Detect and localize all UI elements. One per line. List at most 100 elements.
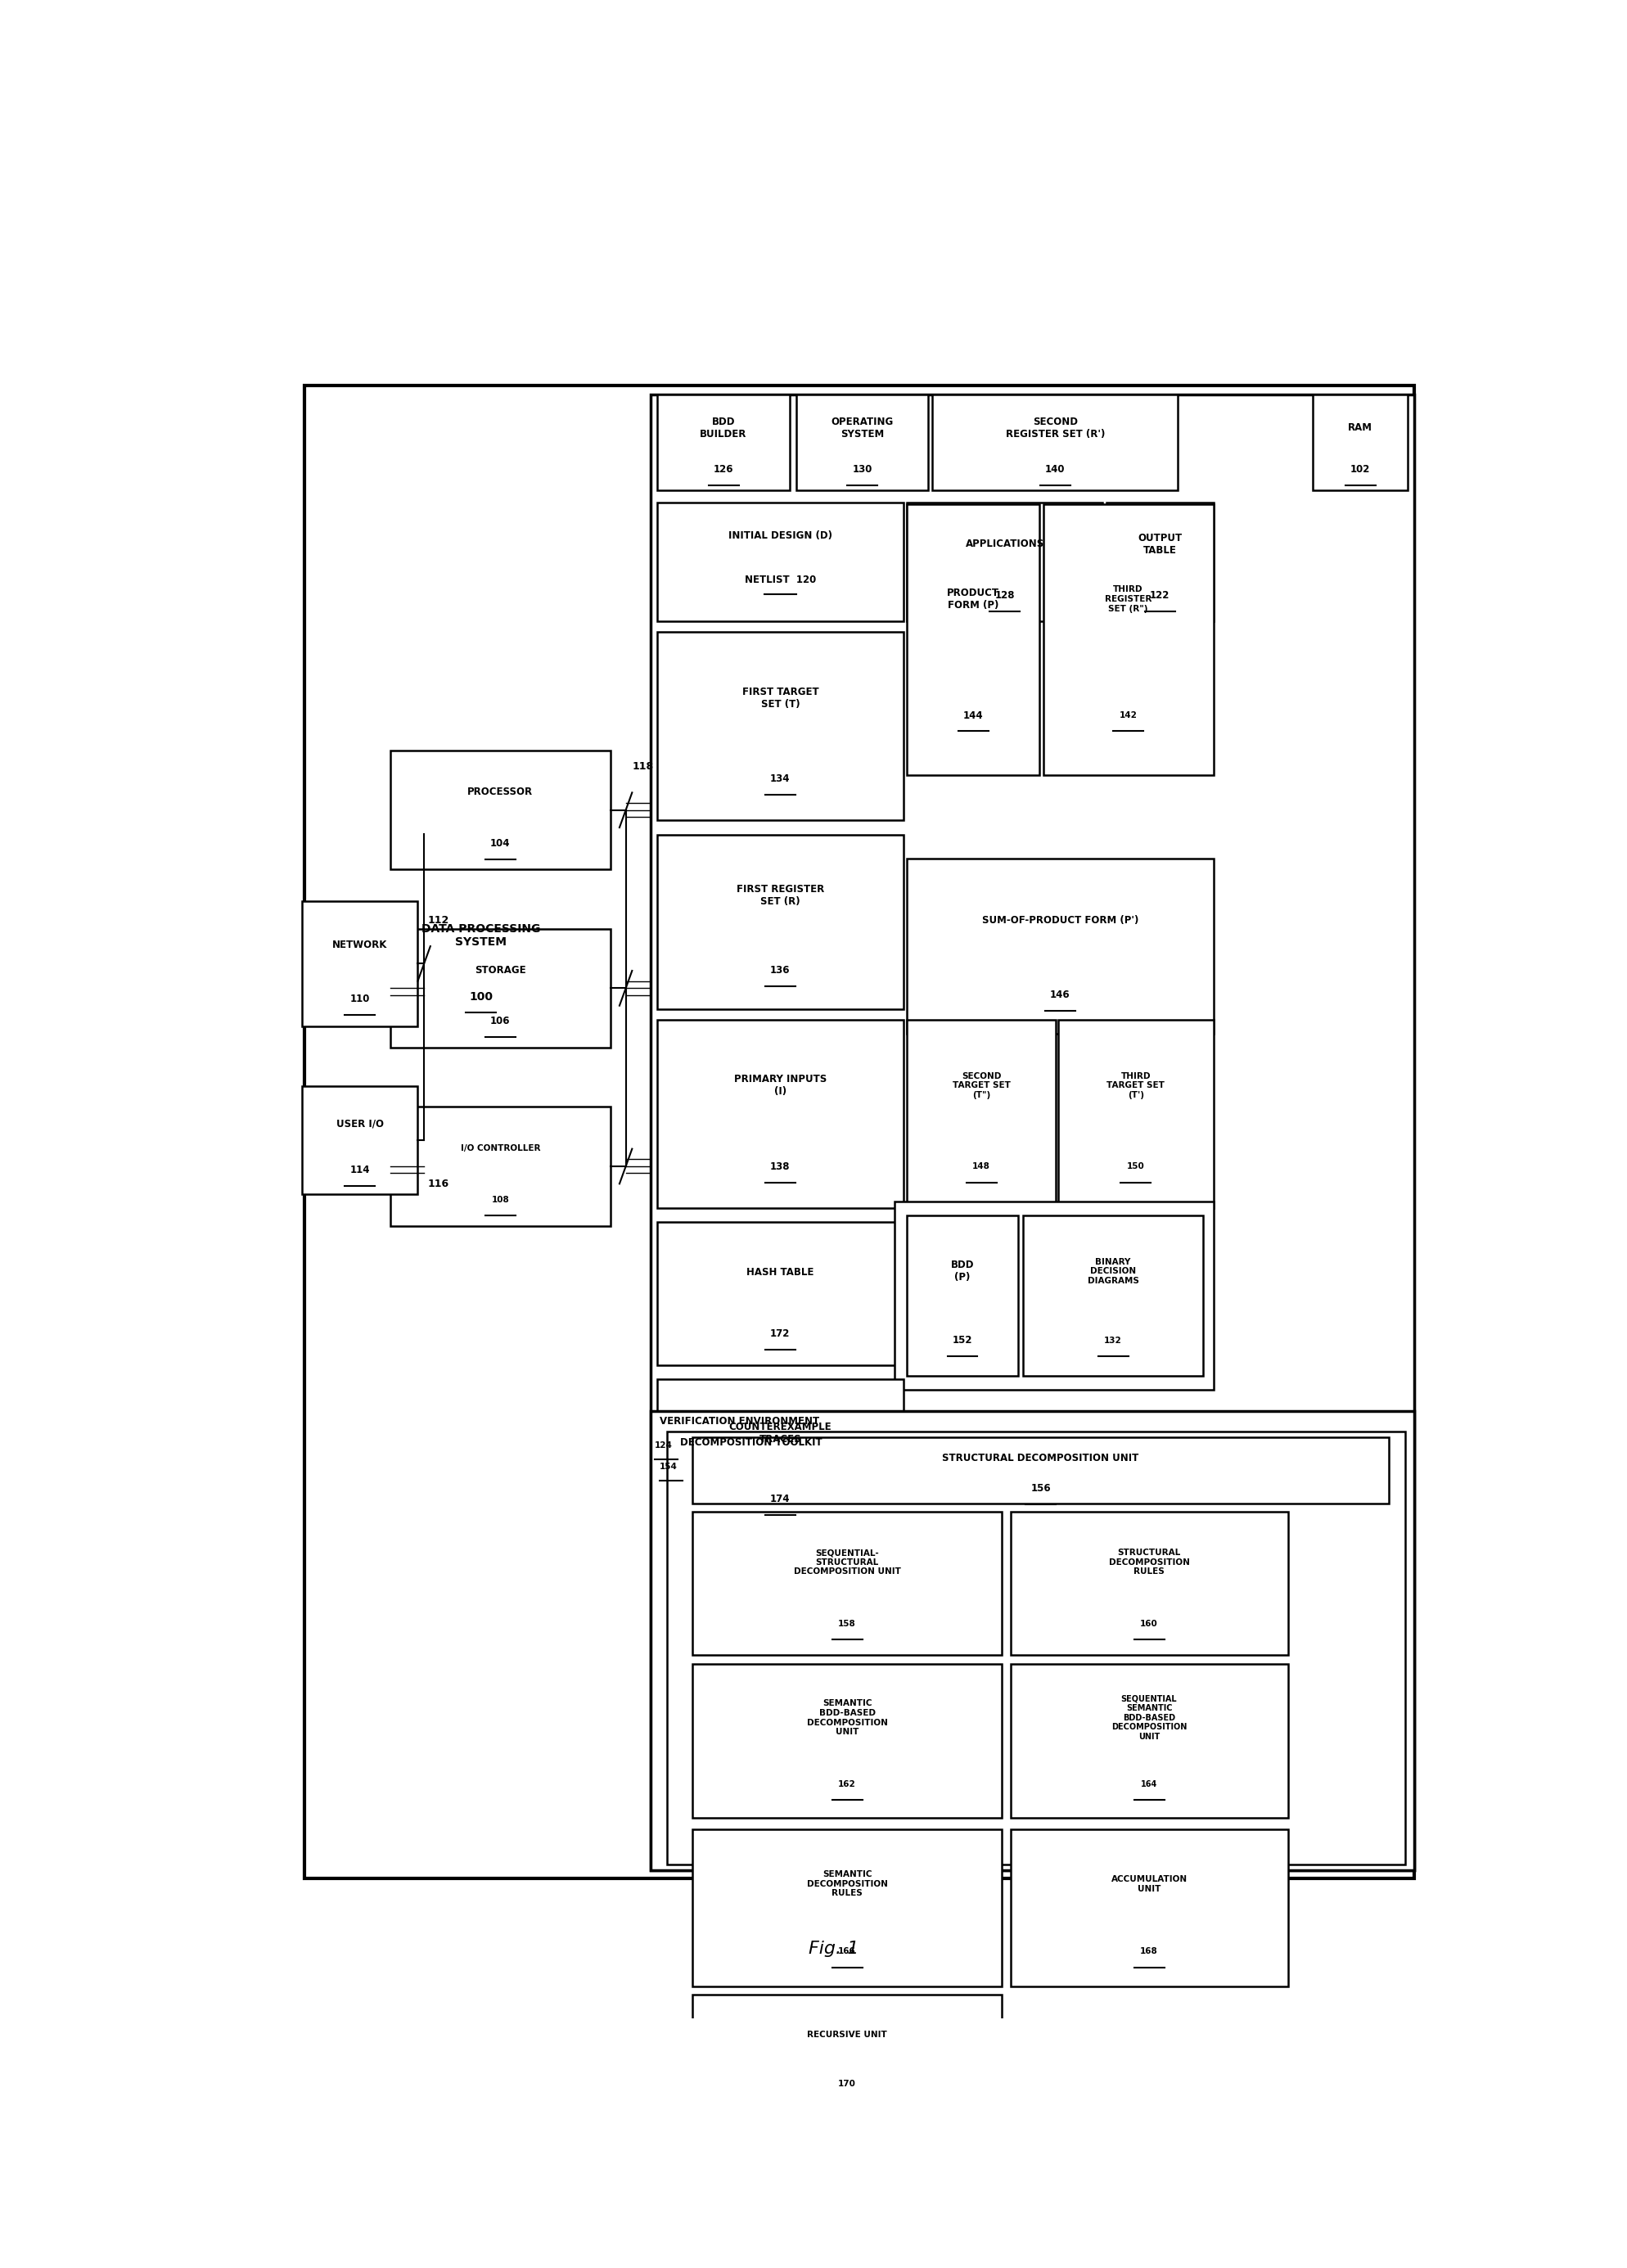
Bar [657, 395, 789, 490]
Text: PROCESSOR: PROCESSOR [467, 787, 534, 798]
Text: 134: 134 [770, 773, 791, 785]
Text: Fig. 1: Fig. 1 [809, 1941, 859, 1957]
Text: 128: 128 [994, 590, 1015, 601]
Text: INITIAL DESIGN (D): INITIAL DESIGN (D) [729, 531, 833, 542]
Text: 124: 124 [654, 1442, 672, 1449]
Text: STRUCTURAL
DECOMPOSITION
RULES: STRUCTURAL DECOMPOSITION RULES [1108, 1549, 1189, 1576]
Bar [906, 503, 1103, 621]
Bar [1010, 1665, 1289, 1817]
Bar [1010, 1513, 1289, 1656]
Bar [390, 930, 610, 1048]
Text: 168: 168 [1141, 1948, 1158, 1955]
Bar [651, 395, 1414, 1871]
Bar [1106, 503, 1214, 621]
Bar [657, 1021, 903, 1209]
Text: 118: 118 [633, 762, 654, 771]
Text: 122: 122 [1150, 590, 1170, 601]
Text: 158: 158 [838, 1619, 856, 1628]
Text: PRODUCT
FORM (P): PRODUCT FORM (P) [947, 587, 999, 610]
Text: SUM-OF-PRODUCT FORM (P'): SUM-OF-PRODUCT FORM (P') [981, 914, 1139, 925]
Bar [906, 860, 1214, 1034]
Bar [906, 1021, 1056, 1209]
Text: 152: 152 [952, 1336, 973, 1345]
Text: NETWORK: NETWORK [332, 939, 387, 950]
Bar [693, 1828, 1002, 1987]
Text: PRIMARY INPUTS
(I): PRIMARY INPUTS (I) [734, 1075, 827, 1098]
Text: 160: 160 [1141, 1619, 1158, 1628]
Bar [657, 633, 903, 821]
Text: RECURSIVE UNIT: RECURSIVE UNIT [807, 2030, 887, 2039]
Text: 136: 136 [770, 966, 791, 975]
Text: FIRST TARGET
SET (T): FIRST TARGET SET (T) [742, 687, 818, 710]
Text: I/O CONTROLLER: I/O CONTROLLER [460, 1145, 540, 1152]
Text: SEMANTIC
DECOMPOSITION
RULES: SEMANTIC DECOMPOSITION RULES [807, 1871, 888, 1898]
Bar [906, 1216, 1019, 1377]
Text: BDD
BUILDER: BDD BUILDER [700, 417, 747, 440]
Text: THIRD
TARGET SET
(T'): THIRD TARGET SET (T') [1106, 1073, 1165, 1100]
Bar [651, 1411, 1414, 1871]
Bar [657, 835, 903, 1009]
Bar [657, 503, 903, 621]
Text: SEMANTIC
BDD-BASED
DECOMPOSITION
UNIT: SEMANTIC BDD-BASED DECOMPOSITION UNIT [807, 1699, 888, 1735]
Bar [301, 1086, 418, 1195]
Text: STORAGE: STORAGE [475, 966, 526, 975]
Text: 146: 146 [1049, 989, 1071, 1000]
Text: 174: 174 [770, 1495, 791, 1504]
Text: 172: 172 [770, 1329, 791, 1338]
Bar [693, 1438, 1389, 1504]
Text: SECOND
TARGET SET
(T"): SECOND TARGET SET (T") [952, 1073, 1010, 1100]
Text: THIRD
REGISTER
SET (R"): THIRD REGISTER SET (R") [1105, 585, 1152, 612]
Text: 150: 150 [1128, 1163, 1145, 1170]
Bar [693, 1996, 1002, 2109]
Text: 166: 166 [838, 1948, 856, 1955]
Bar [796, 395, 929, 490]
Text: 112: 112 [428, 914, 449, 925]
Text: 148: 148 [973, 1163, 991, 1170]
Text: BDD
(P): BDD (P) [950, 1261, 975, 1284]
Text: OPERATING
SYSTEM: OPERATING SYSTEM [831, 417, 893, 440]
Text: 144: 144 [963, 710, 983, 721]
Bar [693, 1665, 1002, 1817]
Text: USER I/O: USER I/O [337, 1118, 384, 1129]
Text: BINARY
DECISION
DIAGRAMS: BINARY DECISION DIAGRAMS [1087, 1259, 1139, 1286]
Text: VERIFICATION ENVIRONMENT: VERIFICATION ENVIRONMENT [661, 1415, 820, 1427]
Bar [304, 386, 1414, 1878]
Text: 138: 138 [770, 1161, 791, 1173]
Text: 170: 170 [838, 2080, 856, 2087]
Text: 110: 110 [350, 993, 369, 1005]
Text: 126: 126 [714, 465, 734, 474]
Bar [906, 503, 1040, 776]
Bar [657, 1222, 903, 1365]
Bar [1313, 395, 1407, 490]
Text: SEQUENTIAL
SEMANTIC
BDD-BASED
DECOMPOSITION
UNIT: SEQUENTIAL SEMANTIC BDD-BASED DECOMPOSIT… [1111, 1694, 1186, 1742]
Bar [301, 900, 418, 1027]
Text: DATA PROCESSING
SYSTEM: DATA PROCESSING SYSTEM [421, 923, 540, 948]
Text: 106: 106 [490, 1016, 511, 1027]
Bar [693, 1513, 1002, 1656]
Bar [1058, 1021, 1214, 1209]
Text: 130: 130 [853, 465, 872, 474]
Bar [895, 1202, 1214, 1390]
Text: 142: 142 [1119, 712, 1137, 719]
Bar [667, 1431, 1406, 1864]
Bar [390, 1107, 610, 1225]
Text: 114: 114 [350, 1166, 369, 1175]
Text: 162: 162 [838, 1780, 856, 1787]
Text: 156: 156 [1030, 1483, 1051, 1495]
Text: SEQUENTIAL-
STRUCTURAL
DECOMPOSITION UNIT: SEQUENTIAL- STRUCTURAL DECOMPOSITION UNI… [794, 1549, 901, 1576]
Bar [390, 751, 610, 869]
Text: 108: 108 [491, 1195, 509, 1204]
Text: 140: 140 [1045, 465, 1066, 474]
Text: 164: 164 [1141, 1780, 1157, 1787]
Text: STRUCTURAL DECOMPOSITION UNIT: STRUCTURAL DECOMPOSITION UNIT [942, 1454, 1139, 1463]
Text: SECOND
REGISTER SET (R'): SECOND REGISTER SET (R') [1005, 417, 1105, 440]
Text: HASH TABLE: HASH TABLE [747, 1268, 814, 1277]
Text: NETLIST  120: NETLIST 120 [745, 574, 817, 585]
Text: 116: 116 [428, 1179, 449, 1188]
Text: 104: 104 [490, 837, 511, 848]
Text: RAM: RAM [1349, 422, 1373, 433]
Text: 154: 154 [661, 1463, 678, 1470]
Text: FIRST REGISTER
SET (R): FIRST REGISTER SET (R) [737, 885, 825, 907]
Text: ACCUMULATION
UNIT: ACCUMULATION UNIT [1111, 1876, 1188, 1894]
Bar [1043, 503, 1214, 776]
